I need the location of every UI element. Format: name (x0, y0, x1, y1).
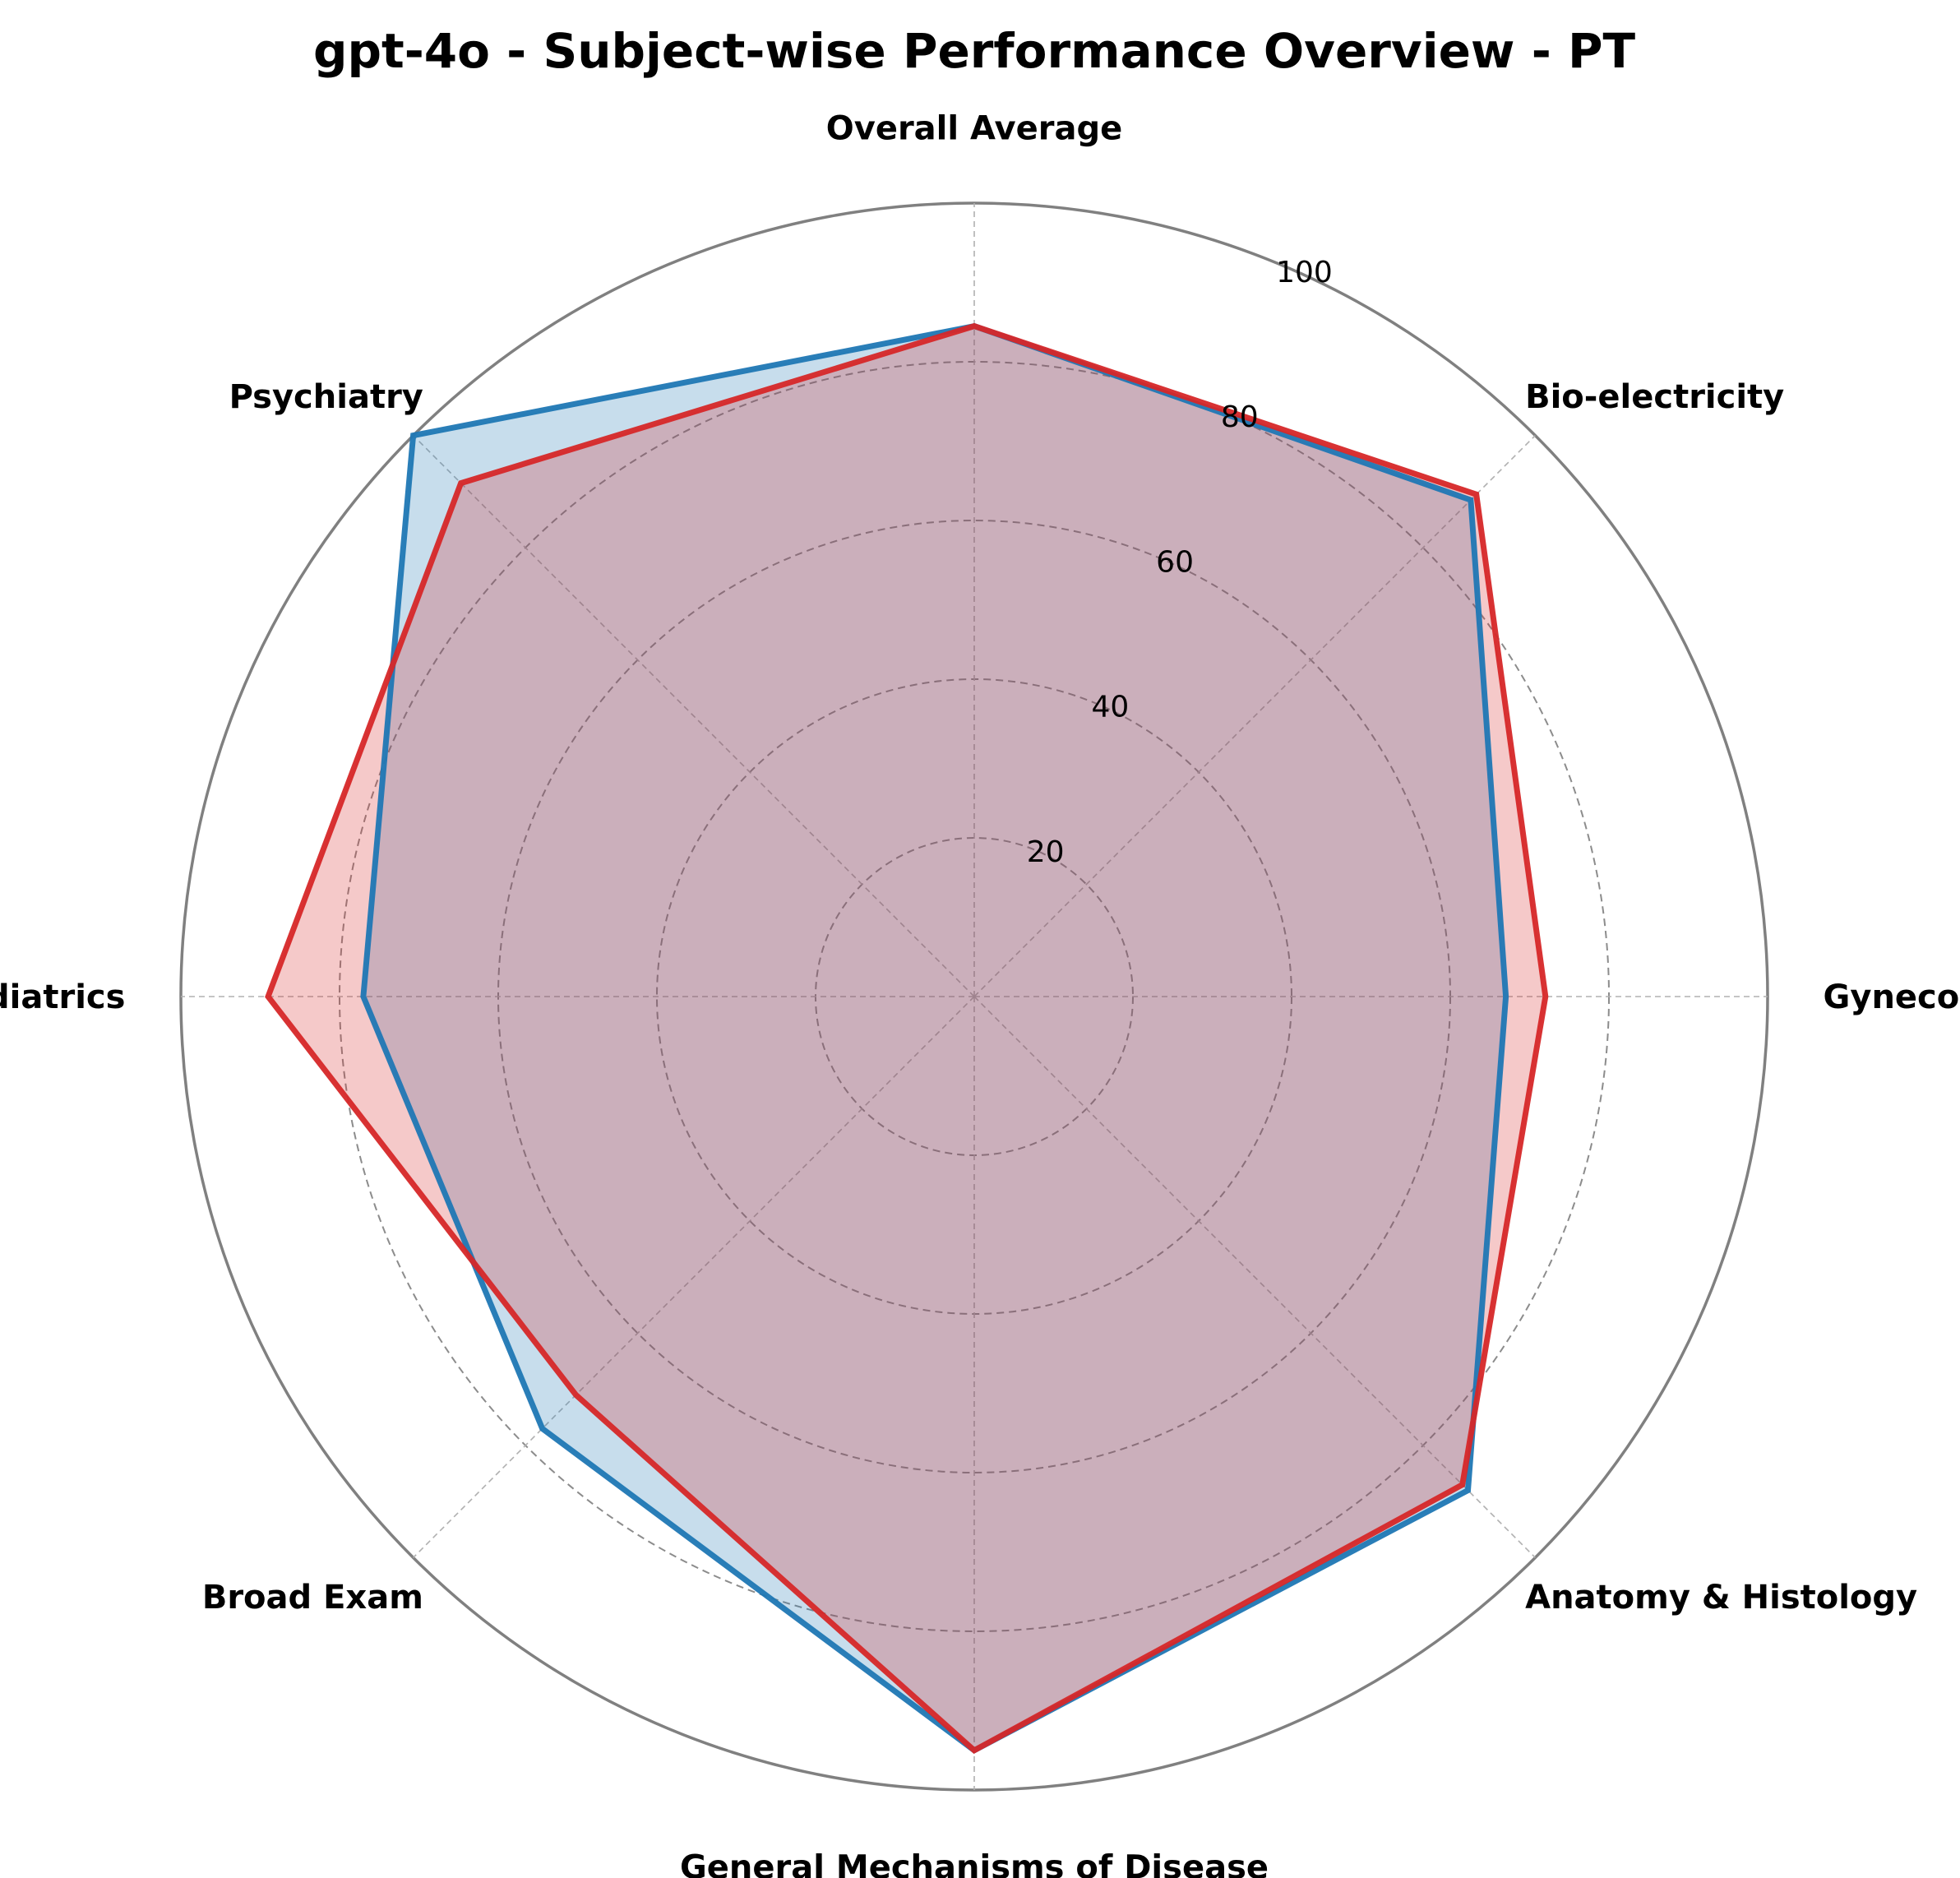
spoke-line (973, 996, 1536, 1558)
category-label-general-mechanisms-of-disease: General Mechanisms of Disease (680, 1849, 1269, 1878)
series-2-line (265, 322, 1549, 1755)
category-label-psychiatry: Psychiatry (229, 378, 423, 416)
category-label-pediatrics: Pediatrics (0, 978, 125, 1016)
category-label-overall-average: Overall Average (826, 109, 1123, 147)
r-tick-label: 100 (1276, 256, 1333, 289)
category-label-broad-exam: Broad Exam (202, 1579, 423, 1617)
grid-layer (179, 201, 1769, 1792)
chart-title: gpt-4o - Subject-wise Performance Overvi… (313, 23, 1636, 79)
spoke-line (413, 996, 975, 1558)
spoke-line (413, 435, 975, 997)
series-2-fill (268, 326, 1546, 1751)
spoke-line (973, 435, 1536, 997)
r-tick-label: 20 (1027, 835, 1065, 869)
labels-layer: 20 40 60 80 100 Overall Average Bio-electricit… (0, 109, 1960, 1878)
r-tick-label: 40 (1091, 691, 1129, 724)
r-tick-label: 60 (1156, 545, 1194, 579)
series-1-fill (363, 326, 1506, 1751)
category-label-bio-electricity: Bio-electricity (1525, 378, 1784, 416)
series-layer (265, 322, 1549, 1755)
category-label-gynecology: Gynecology (1824, 978, 1960, 1016)
category-label-anatomy-and-histology: Anatomy & Histology (1525, 1579, 1917, 1617)
r-tick-label: 80 (1221, 400, 1259, 434)
